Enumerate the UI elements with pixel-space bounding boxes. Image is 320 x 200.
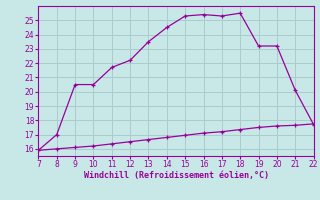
X-axis label: Windchill (Refroidissement éolien,°C): Windchill (Refroidissement éolien,°C): [84, 171, 268, 180]
